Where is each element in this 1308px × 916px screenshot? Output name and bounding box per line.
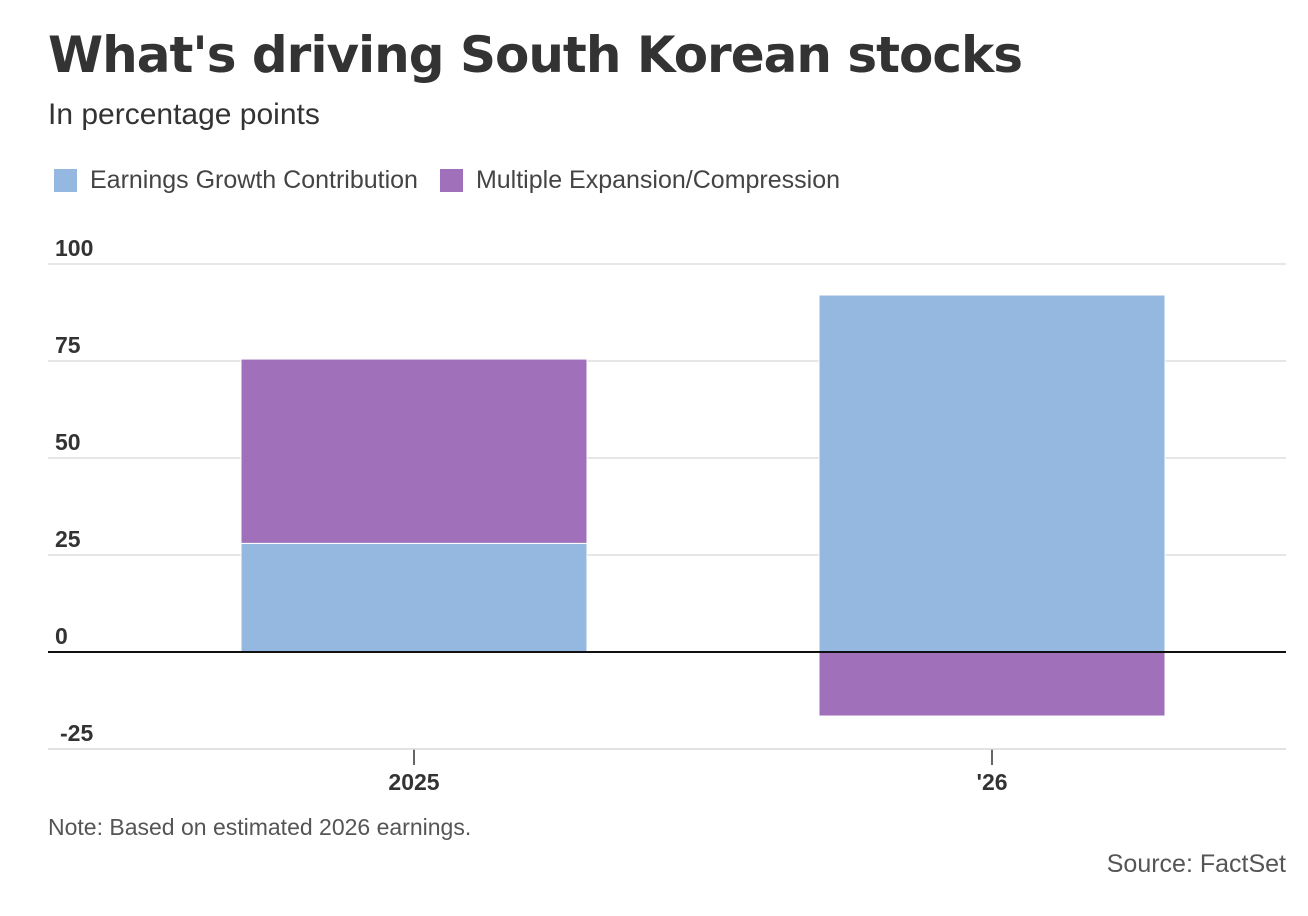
x-tick-label: 2025 bbox=[388, 769, 439, 795]
y-tick-label: 0 bbox=[55, 623, 68, 649]
bar-segment bbox=[240, 358, 588, 544]
chart-source: Source: FactSet bbox=[1106, 850, 1286, 878]
bar-segment bbox=[240, 542, 588, 653]
chart-title: What's driving South Korean stocks bbox=[48, 26, 1023, 84]
y-tick-label: 25 bbox=[55, 526, 81, 552]
y-tick-label: 50 bbox=[55, 429, 81, 455]
bars bbox=[48, 294, 1286, 717]
legend-item-multiple: Multiple Expansion/Compression bbox=[439, 166, 841, 195]
legend: Earnings Growth Contribution Multiple Ex… bbox=[54, 166, 862, 195]
x-axis-ticks: 2025 '26 bbox=[48, 748, 1286, 795]
y-axis-ticks: 100 75 50 25 0 -25 bbox=[55, 235, 93, 746]
legend-label-earnings: Earnings Growth Contribution bbox=[90, 166, 418, 194]
legend-item-earnings: Earnings Growth Contribution bbox=[54, 166, 418, 195]
legend-swatch-earnings bbox=[54, 169, 77, 192]
legend-swatch-multiple bbox=[439, 169, 463, 192]
chart-note: Note: Based on estimated 2026 earnings. bbox=[48, 814, 472, 840]
x-tick-label: '26 bbox=[976, 769, 1007, 795]
y-tick-label: -25 bbox=[60, 720, 93, 746]
chart-subtitle: In percentage points bbox=[48, 98, 320, 131]
legend-label-multiple: Multiple Expansion/Compression bbox=[475, 166, 841, 194]
y-tick-label: 100 bbox=[55, 235, 93, 261]
bar-segment bbox=[818, 294, 1166, 653]
bar-segment bbox=[818, 651, 1166, 717]
y-tick-label: 75 bbox=[55, 332, 81, 358]
